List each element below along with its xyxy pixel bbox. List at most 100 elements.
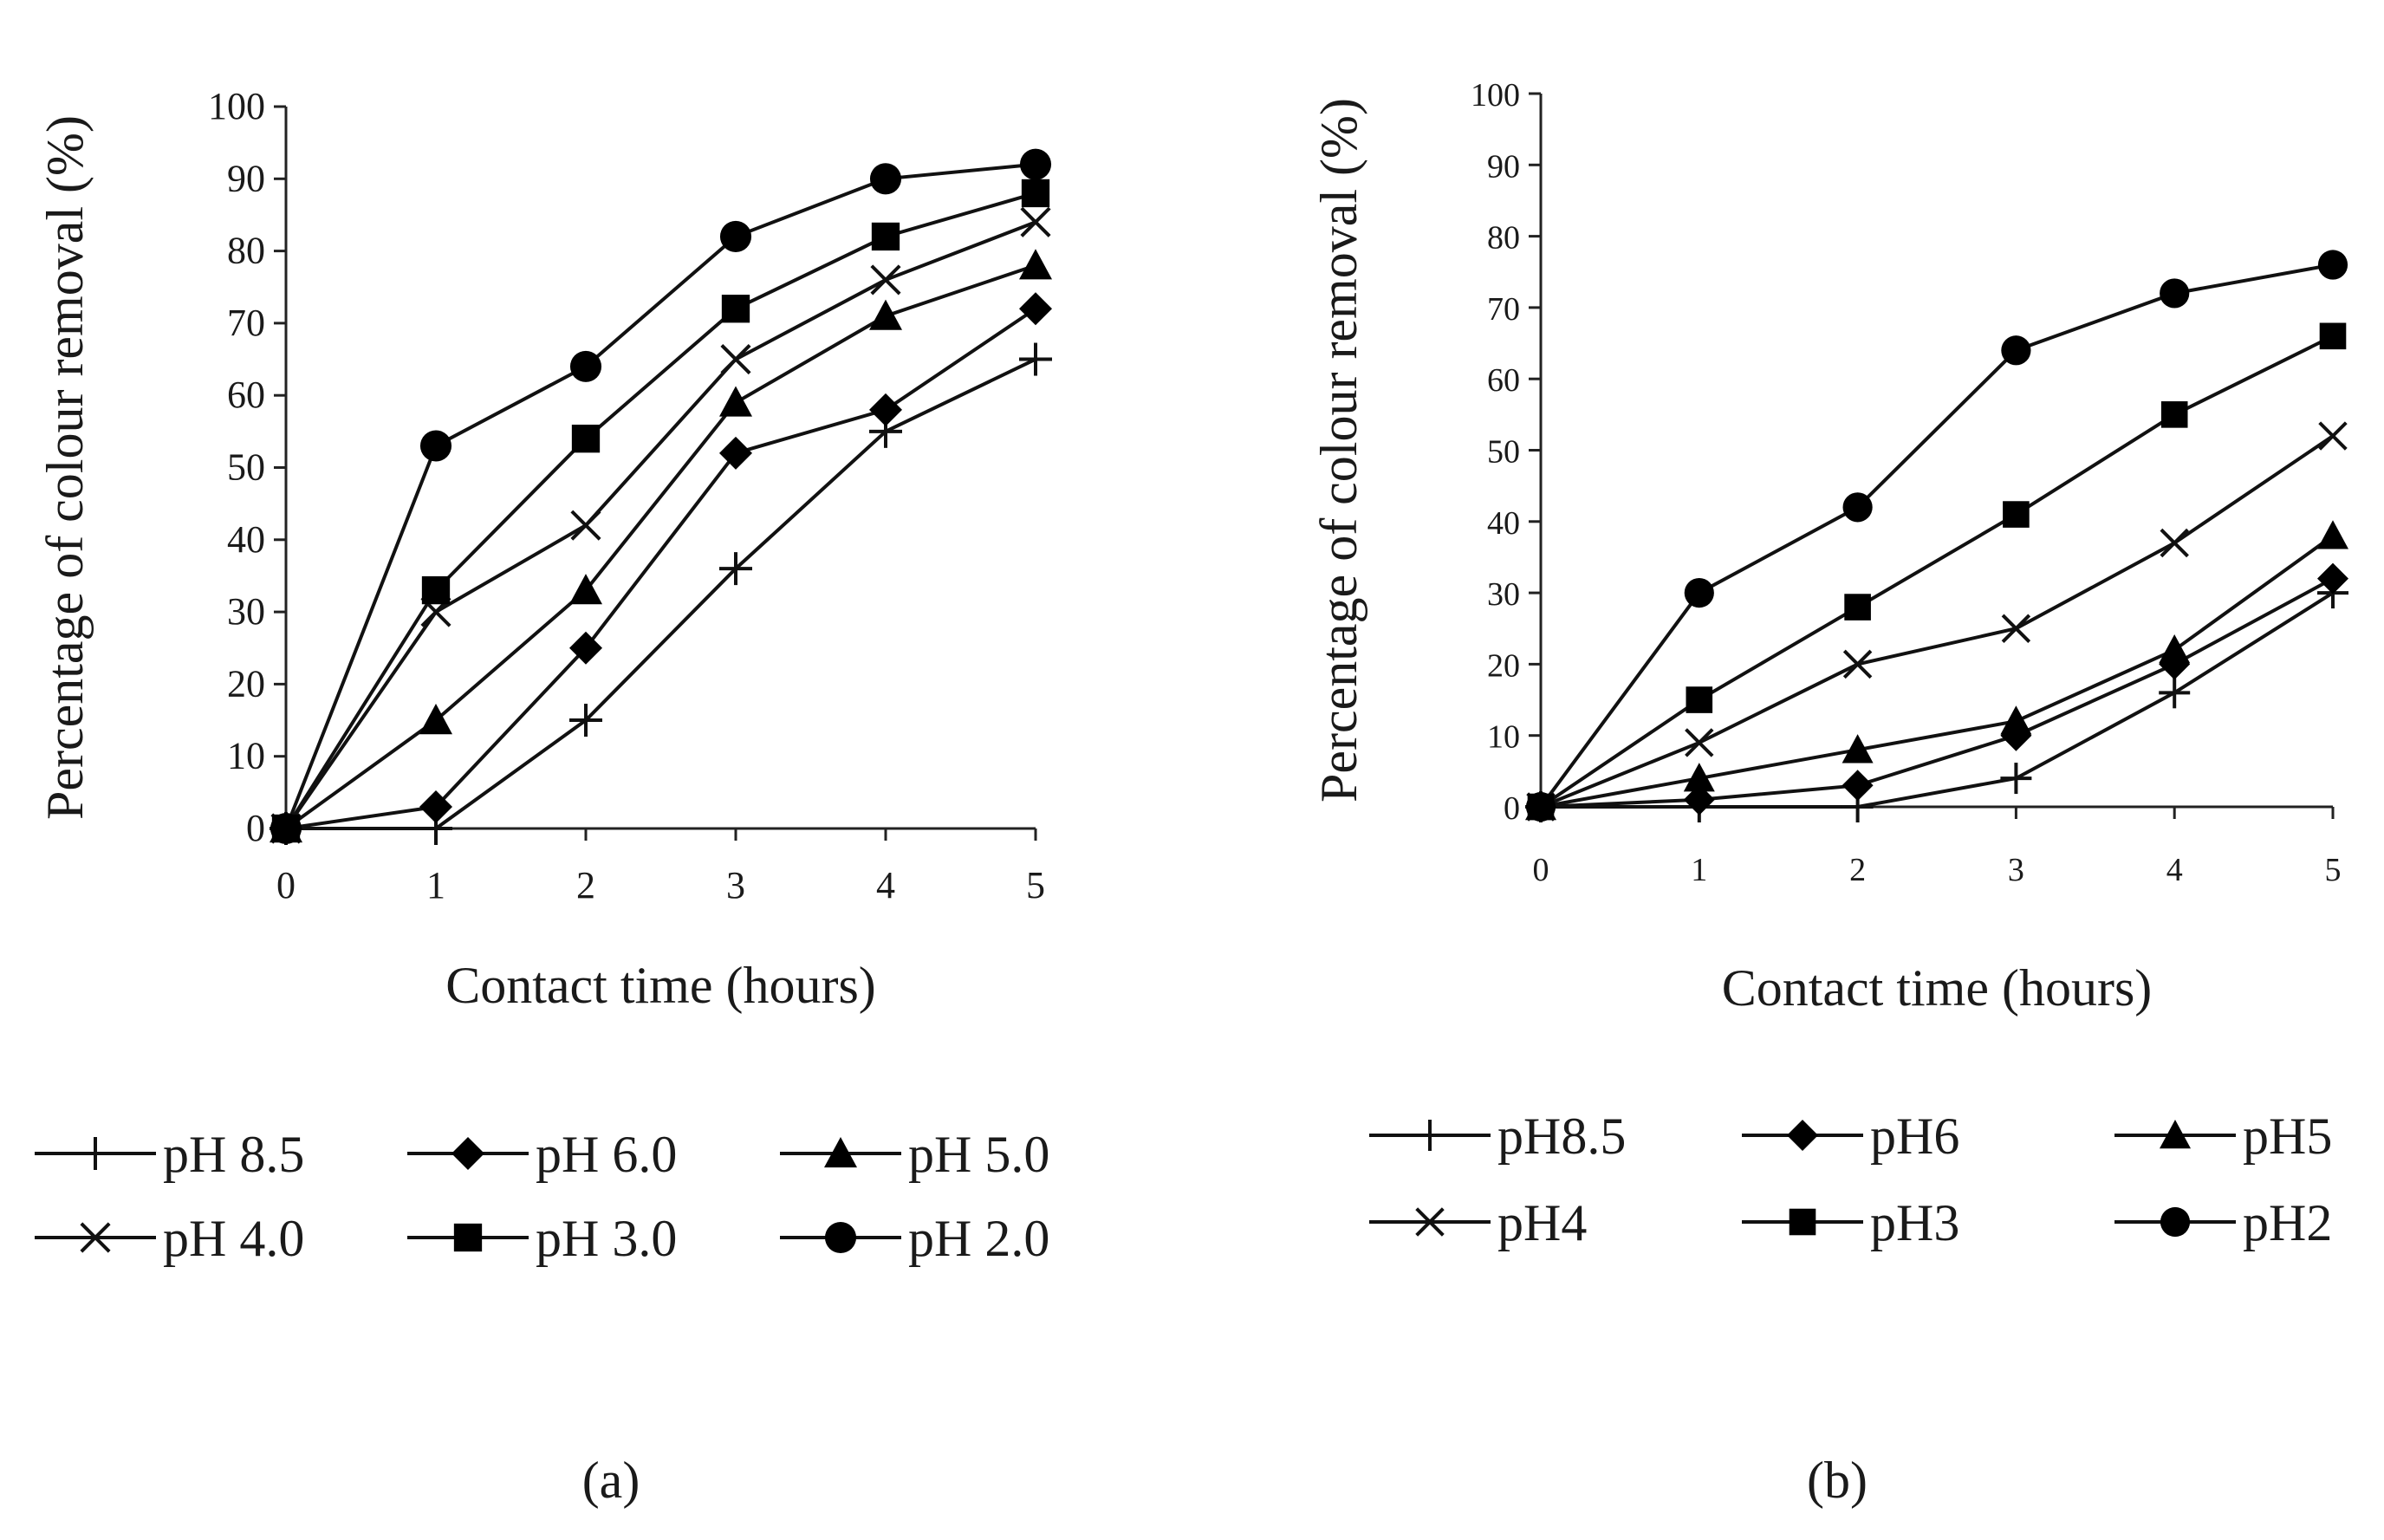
data-point-ph5 (2159, 634, 2191, 664)
x-tick-label: 3 (726, 864, 745, 906)
data-point-ph4 (1842, 649, 1873, 679)
data-point-ph-3-0 (871, 222, 900, 251)
data-point-ph4 (2001, 614, 2031, 643)
y-tick-label: 10 (227, 735, 265, 777)
legend-marker-ph-5-0 (824, 1137, 857, 1168)
data-point-ph-5-0 (869, 299, 902, 330)
x-tick-label: 1 (1691, 852, 1707, 888)
data-point-ph-2-0 (719, 220, 752, 252)
data-point-ph-3-0 (571, 425, 601, 453)
legend-label: pH3 (1870, 1194, 1959, 1251)
y-tick-label: 50 (1487, 434, 1520, 471)
y-tick-label: 90 (1487, 148, 1520, 185)
data-point-ph-6-0 (719, 436, 752, 470)
y-tick-label: 80 (1487, 220, 1520, 257)
data-point-ph-6-0 (419, 790, 452, 824)
data-point-ph-8-5 (1019, 342, 1052, 376)
data-point-ph-3-0 (721, 295, 750, 323)
data-point-ph2 (2160, 278, 2190, 309)
data-point-ph-2-0 (419, 430, 452, 462)
x-tick-label: 2 (576, 864, 595, 906)
series-line-ph8-5 (1541, 591, 2335, 809)
series-line-ph-8-5 (286, 357, 1036, 830)
x-tick-label: 4 (876, 864, 895, 906)
data-point-ph-2-0 (569, 350, 602, 382)
data-point-ph2 (2317, 250, 2348, 280)
legend-label: pH5 (2243, 1108, 2332, 1165)
data-point-ph-4-0 (570, 510, 601, 541)
legend-marker-ph-3-0 (453, 1223, 483, 1252)
legend-marker-ph5 (2160, 1120, 2191, 1149)
data-point-ph4 (2160, 528, 2189, 558)
y-tick-label: 40 (1487, 505, 1520, 542)
legend-item-ph8-5: pH8.5 (1369, 1108, 1626, 1165)
y-axis-title: Percentage of colour removal (%) (36, 115, 94, 820)
legend-item-ph6: pH6 (1742, 1108, 1959, 1165)
data-point-ph-4-0 (1020, 206, 1051, 237)
legend-label: pH 5.0 (908, 1126, 1049, 1183)
y-tick-label: 100 (208, 85, 265, 127)
y-tick-label: 80 (227, 230, 265, 272)
legend-label: pH 8.5 (163, 1126, 304, 1183)
x-tick-label: 2 (1849, 852, 1866, 888)
legend-marker-ph-6-0 (451, 1137, 484, 1170)
data-point-ph5 (2000, 705, 2032, 735)
legend-item-ph-4-0: pH 4.0 (35, 1210, 304, 1267)
data-point-ph-4-0 (870, 264, 901, 296)
data-point-ph-5-0 (719, 386, 752, 417)
legend-item-ph-3-0: pH 3.0 (407, 1210, 677, 1267)
y-tick-label: 60 (227, 374, 265, 416)
series-line-ph-5-0 (284, 263, 1036, 830)
series-line-ph5 (1540, 534, 2335, 809)
data-point-ph6 (2317, 562, 2348, 595)
data-point-ph-5-0 (419, 704, 452, 735)
data-point-ph-4-0 (720, 343, 751, 375)
data-point-ph-6-0 (869, 393, 902, 426)
data-point-ph-5-0 (569, 574, 602, 605)
x-tick-label: 3 (2008, 852, 2024, 888)
data-point-ph2 (1684, 578, 1714, 608)
chart-panel-b: 0 10 20 30 40 50 60 70 80 90 100 0 1 2 3 4 5 Contact time… (1310, 77, 2348, 1251)
legend-label: pH6 (1870, 1108, 1959, 1165)
data-point-ph6 (1683, 783, 1715, 815)
data-point-ph5 (1683, 763, 1715, 792)
data-point-ph-3-0 (421, 575, 451, 605)
x-tick-label: 5 (2325, 852, 2342, 888)
data-point-ph3 (2003, 501, 2030, 528)
legend-label: pH 4.0 (163, 1210, 304, 1267)
data-point-ph5 (1842, 734, 1874, 764)
y-tick-label: 40 (227, 518, 265, 561)
y-tick-label: 100 (1471, 77, 1520, 114)
x-tick-label: 4 (2166, 852, 2183, 888)
data-point-ph-6-0 (569, 631, 602, 665)
data-point-ph-2-0 (270, 812, 302, 845)
data-point-ph-8-5 (719, 552, 752, 586)
legend-item-ph-2-0: pH 2.0 (780, 1210, 1049, 1267)
y-tick-label: 60 (1487, 362, 1520, 399)
legend-label: pH4 (1497, 1194, 1587, 1251)
legend-item-ph-8-5: pH 8.5 (35, 1126, 304, 1183)
y-tick-label: 90 (227, 157, 265, 199)
legend-item-ph3: pH3 (1742, 1194, 1959, 1251)
series-line-ph3 (1539, 335, 2334, 809)
x-tick-label: 5 (1026, 864, 1045, 906)
data-point-ph-3-0 (1021, 179, 1050, 208)
data-point-ph3 (2160, 401, 2188, 428)
series-line-ph6 (1540, 576, 2334, 809)
y-tick-label: 30 (227, 590, 265, 633)
panel-label-a: (a) (582, 1452, 640, 1509)
data-point-ph2 (1525, 791, 1556, 822)
legend-marker-ph-2-0 (824, 1221, 857, 1254)
legend-item-ph4: pH4 (1369, 1194, 1587, 1251)
data-point-ph4 (2318, 421, 2348, 451)
legend-label: pH 6.0 (536, 1126, 677, 1183)
data-point-ph3 (1844, 594, 1871, 621)
y-tick-label: 0 (1504, 790, 1520, 827)
x-tick-label: 0 (1533, 852, 1549, 888)
legend-marker-ph-4-0 (80, 1222, 111, 1253)
legend-marker-ph8-5 (1414, 1120, 1445, 1151)
legend-label: pH2 (2243, 1194, 2332, 1251)
y-tick-label: 0 (246, 807, 265, 849)
legend-item-ph-5-0: pH 5.0 (780, 1126, 1049, 1183)
